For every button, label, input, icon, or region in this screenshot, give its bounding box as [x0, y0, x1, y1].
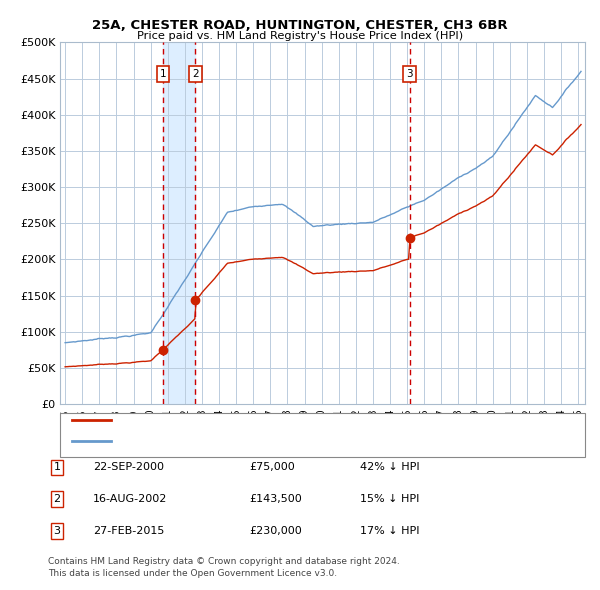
Bar	[163, 42, 196, 404]
Text: 1: 1	[53, 463, 61, 472]
Text: Price paid vs. HM Land Registry's House Price Index (HPI): Price paid vs. HM Land Registry's House …	[137, 31, 463, 41]
Text: 42% ↓ HPI: 42% ↓ HPI	[360, 463, 419, 472]
Text: 2: 2	[53, 494, 61, 504]
Text: Contains HM Land Registry data © Crown copyright and database right 2024.: Contains HM Land Registry data © Crown c…	[48, 558, 400, 566]
Text: 2: 2	[192, 68, 199, 78]
Text: HPI: Average price, detached house, Cheshire West and Chester: HPI: Average price, detached house, Ches…	[117, 436, 431, 446]
Text: 17% ↓ HPI: 17% ↓ HPI	[360, 526, 419, 536]
Text: 22-SEP-2000: 22-SEP-2000	[93, 463, 164, 472]
Text: 1: 1	[160, 68, 166, 78]
Text: £230,000: £230,000	[249, 526, 302, 536]
Text: This data is licensed under the Open Government Licence v3.0.: This data is licensed under the Open Gov…	[48, 569, 337, 578]
Text: 25A, CHESTER ROAD, HUNTINGTON, CHESTER, CH3 6BR: 25A, CHESTER ROAD, HUNTINGTON, CHESTER, …	[92, 19, 508, 32]
Text: 3: 3	[53, 526, 61, 536]
Text: 25A, CHESTER ROAD, HUNTINGTON, CHESTER, CH3 6BR (detached house): 25A, CHESTER ROAD, HUNTINGTON, CHESTER, …	[117, 415, 482, 425]
Text: £75,000: £75,000	[249, 463, 295, 472]
Text: 3: 3	[406, 68, 413, 78]
Text: £143,500: £143,500	[249, 494, 302, 504]
Text: 15% ↓ HPI: 15% ↓ HPI	[360, 494, 419, 504]
Text: 16-AUG-2002: 16-AUG-2002	[93, 494, 167, 504]
Text: 27-FEB-2015: 27-FEB-2015	[93, 526, 164, 536]
